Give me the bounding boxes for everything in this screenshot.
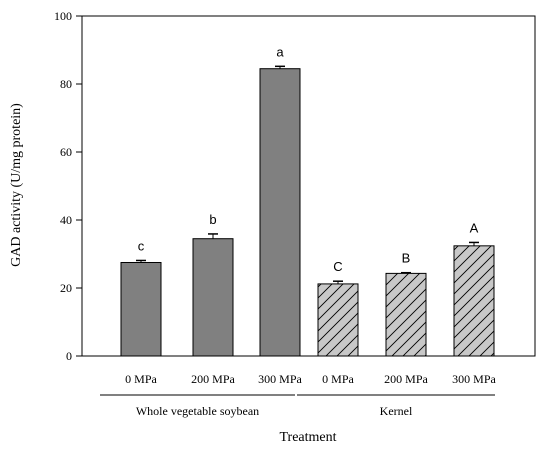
bar bbox=[317, 283, 359, 357]
x-tick-label: 200 MPa bbox=[384, 372, 428, 386]
group-label: Kernel bbox=[380, 404, 413, 418]
bar bbox=[192, 238, 234, 357]
significance-letter: C bbox=[333, 259, 342, 274]
bar bbox=[453, 245, 495, 357]
bar bbox=[385, 272, 427, 357]
plot-frame bbox=[81, 15, 536, 357]
x-tick-label: 0 MPa bbox=[125, 372, 157, 386]
y-tick-label: 0 bbox=[66, 349, 72, 363]
x-axis-label: Treatment bbox=[279, 430, 336, 445]
group-label: Whole vegetable soybean bbox=[136, 404, 259, 418]
significance-letter: a bbox=[276, 44, 284, 59]
significance-letter: b bbox=[209, 212, 216, 227]
significance-letter: c bbox=[138, 238, 145, 253]
plot-area: 0 20 40 60 80 100 c 0 MPa b 200 MPa a 300 MPa C 0 MPa… bbox=[54, 9, 536, 418]
x-tick-label: 200 MPa bbox=[191, 372, 235, 386]
y-tick-label: 80 bbox=[60, 77, 72, 91]
y-axis-label: GAD activity (U/mg protein) bbox=[9, 103, 24, 267]
x-tick-label: 300 MPa bbox=[452, 372, 496, 386]
x-tick-label: 300 MPa bbox=[258, 372, 302, 386]
significance-letter: B bbox=[402, 251, 411, 266]
y-tick-label: 40 bbox=[60, 213, 72, 227]
significance-letter: A bbox=[470, 220, 479, 235]
y-tick-label: 60 bbox=[60, 145, 72, 159]
bar bbox=[259, 68, 301, 357]
y-tick-label: 20 bbox=[60, 281, 72, 295]
y-tick-label: 100 bbox=[54, 9, 72, 23]
bar bbox=[120, 262, 162, 357]
x-tick-label: 0 MPa bbox=[322, 372, 354, 386]
